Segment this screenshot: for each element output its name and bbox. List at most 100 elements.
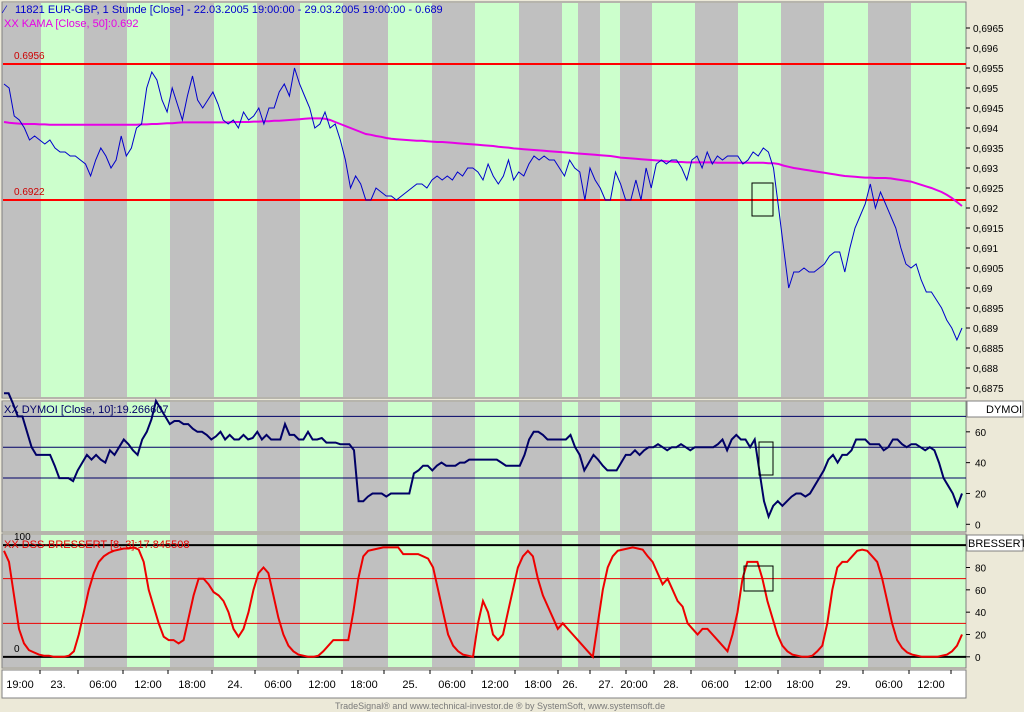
time-label: 18:00 — [178, 679, 206, 691]
dss-tab-label: BRESSERT — [968, 538, 1024, 550]
time-axis-bg — [1, 669, 967, 699]
time-label: 12:00 — [134, 679, 162, 691]
session-band — [257, 535, 300, 667]
session-band — [781, 402, 824, 531]
dss-tick-label: 0 — [975, 653, 981, 664]
price-tick-label: 0,69 — [973, 284, 993, 295]
time-label: 29. — [835, 679, 850, 691]
session-band — [562, 535, 578, 667]
price-tick-label: 0,6935 — [973, 144, 1004, 155]
session-band — [300, 535, 343, 667]
session-band — [214, 535, 257, 667]
price-tick-label: 0,692 — [973, 204, 998, 215]
kama-label: XX KAMA [Close, 50]:0.692 — [4, 18, 139, 30]
session-band — [695, 402, 738, 531]
time-label: 06:00 — [701, 679, 729, 691]
signal-box — [751, 182, 774, 217]
session-band — [41, 402, 84, 531]
dymoi-panel[interactable]: 60 40 20 0 XX DYMOI [Close, 10]:19.266607 D… — [1, 392, 1024, 533]
session-band — [300, 402, 343, 531]
session-band — [781, 535, 824, 667]
time-label: 06:00 — [875, 679, 903, 691]
dymoi-tick-label: 40 — [975, 459, 987, 470]
time-label: 26. — [562, 679, 577, 691]
dss-label: XX DSS-BRESSERT [8, 3]:17.845508 — [4, 539, 189, 551]
session-band — [824, 402, 868, 531]
dss-tick-label: 40 — [975, 608, 987, 619]
dymoi-tick-label: 60 — [975, 428, 987, 439]
session-band — [519, 535, 562, 667]
price-panel[interactable]: 0,6965 0,696 0,6955 0,695 0,6945 0,694 0,6935 0… — [1, 1, 1004, 399]
dss-tick-label: 20 — [975, 631, 987, 642]
dymoi-signal-box — [758, 441, 774, 476]
dymoi-label: XX DYMOI [Close, 10]:19.266607 — [4, 404, 168, 416]
price-tick-label: 0,691 — [973, 244, 998, 255]
level-label: 0.6956 — [14, 51, 45, 62]
price-tick-label: 0,694 — [973, 124, 998, 135]
time-label: 06:00 — [264, 679, 292, 691]
session-band — [257, 402, 300, 531]
price-tick-label: 0,6955 — [973, 64, 1004, 75]
price-tick-label: 0,6895 — [973, 304, 1004, 315]
dss-reference-lines: 0 100 — [3, 532, 966, 658]
session-band — [695, 535, 738, 667]
price-tick-label: 0,6875 — [973, 384, 1004, 395]
dss-reference-label: 100 — [14, 532, 31, 543]
session-band — [127, 402, 170, 531]
session-band — [652, 402, 695, 531]
chart-icon: ⁄ — [1, 4, 8, 16]
time-label: 18:00 — [786, 679, 814, 691]
dss-panel[interactable]: 0 100 80 60 40 20 0 XX DSS-BRESSERT [8, 3]:17… — [1, 532, 1024, 669]
session-band — [214, 402, 257, 531]
dss-tick-label: 60 — [975, 586, 987, 597]
main-title: 11821 EUR-GBP, 1 Stunde [Close] - 22.03.… — [15, 4, 443, 16]
price-tick-label: 0,693 — [973, 164, 998, 175]
time-label: 12:00 — [917, 679, 945, 691]
dymoi-tick-label: 0 — [975, 520, 981, 531]
dss-panel-frame — [1, 533, 967, 669]
session-band — [911, 535, 966, 667]
dymoi-tab-label: DYMOI — [986, 404, 1022, 416]
dss-tab[interactable] — [966, 534, 1024, 552]
session-band — [519, 402, 562, 531]
dss-line — [3, 546, 963, 660]
session-band — [343, 402, 388, 531]
session-bands — [2, 3, 966, 667]
session-band — [868, 402, 911, 531]
session-band — [620, 535, 652, 667]
price-tick-label: 0,6925 — [973, 184, 1004, 195]
price-tick-label: 0,6885 — [973, 344, 1004, 355]
dymoi-line — [4, 392, 963, 520]
dss-reference-label: 0 — [14, 644, 20, 655]
session-band — [84, 402, 127, 531]
session-band — [2, 402, 41, 531]
time-label: 18:00 — [350, 679, 378, 691]
price-axis: 0,6965 0,696 0,6955 0,695 0,6945 0,694 0,6935 0… — [966, 24, 1004, 395]
dymoi-tab[interactable] — [966, 400, 1024, 418]
session-band — [41, 535, 84, 667]
time-label: 12:00 — [744, 679, 772, 691]
price-tick-label: 0,6965 — [973, 24, 1004, 35]
session-band — [652, 535, 695, 667]
session-band — [475, 535, 519, 667]
session-band — [2, 535, 41, 667]
price-tick-label: 0,6905 — [973, 264, 1004, 275]
price-tick-label: 0,689 — [973, 324, 998, 335]
session-band — [911, 402, 966, 531]
dss-signal-box — [743, 565, 774, 592]
time-label: 06:00 — [438, 679, 466, 691]
time-label: 28. — [663, 679, 678, 691]
dymoi-tick-label: 20 — [975, 489, 987, 500]
price-tick-label: 0,695 — [973, 84, 998, 95]
time-label: 19:00 — [6, 679, 34, 691]
time-axis: 19:00 23. 06:00 12:00 18:00 24. 06:00 12:00 18:0… — [1, 669, 967, 699]
time-label: 18:00 — [524, 679, 552, 691]
dymoi-axis: 60 40 20 0 — [966, 428, 987, 531]
price-tick-label: 0,696 — [973, 44, 998, 55]
session-band — [127, 535, 170, 667]
session-band — [738, 535, 781, 667]
level-label: 0.6922 — [14, 187, 45, 198]
session-band — [600, 402, 620, 531]
session-band — [170, 402, 214, 531]
